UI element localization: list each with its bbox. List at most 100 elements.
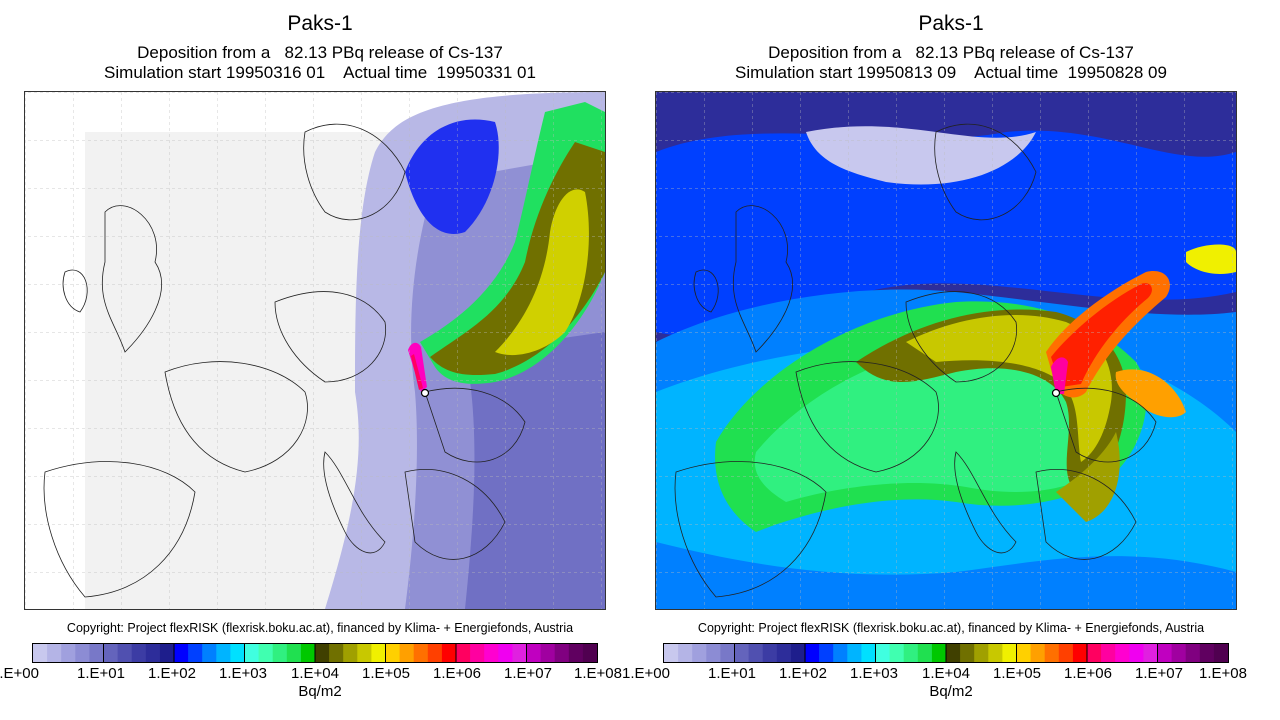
- colorbar-swatch: [1044, 644, 1060, 662]
- colorbar-swatch: [1072, 644, 1088, 662]
- tick-label: 1.E+02: [779, 665, 827, 682]
- colorbar-swatch: [1213, 644, 1228, 662]
- deposition-panel-august: Paks-1 Deposition from a 82.13 PBq relea…: [622, 0, 1271, 720]
- colorbar-swatch: [484, 644, 499, 662]
- panel-title: Paks-1: [918, 12, 984, 35]
- tick-label: 1.E+05: [993, 665, 1041, 682]
- copyright-notice: Copyright: Project flexRISK (flexrisk.bo…: [66, 621, 574, 635]
- tick-label: 1.E+01: [77, 665, 125, 682]
- colorbar-unit: Bq/m2: [929, 683, 973, 700]
- colorbar-swatch: [960, 644, 975, 662]
- release-description: Deposition from a 82.13 PBq release of C…: [768, 43, 1134, 62]
- deposition-colorbar: [32, 643, 598, 663]
- colorbar-tick-labels: 1.E+00 1.E+01 1.E+02 1.E+03 1.E+04 1.E+0…: [622, 665, 1271, 685]
- colorbar-swatch: [427, 644, 443, 662]
- tick-label: 1.E+07: [1135, 665, 1183, 682]
- tick-label: 1.E+03: [219, 665, 267, 682]
- colorbar-swatch: [117, 644, 133, 662]
- colorbar-swatch: [441, 644, 457, 662]
- colorbar-swatch: [875, 644, 891, 662]
- colorbar-swatch: [734, 644, 750, 662]
- colorbar-swatch: [819, 644, 834, 662]
- colorbar-swatch: [776, 644, 792, 662]
- colorbar-swatch: [145, 644, 161, 662]
- colorbar-swatch: [1016, 644, 1032, 662]
- colorbar-swatch: [33, 644, 48, 662]
- colorbar-swatch: [568, 644, 584, 662]
- colorbar-swatch: [692, 644, 707, 662]
- colorbar-swatch: [678, 644, 693, 662]
- colorbar-swatch: [554, 644, 570, 662]
- tick-label: 1.E+08: [574, 665, 622, 682]
- colorbar-swatch: [456, 644, 471, 662]
- colorbar-swatch: [847, 644, 862, 662]
- tick-label: 1.E+06: [433, 665, 481, 682]
- colorbar-swatch: [258, 644, 274, 662]
- colorbar-swatch: [315, 644, 330, 662]
- colorbar-swatch: [413, 644, 429, 662]
- colorbar-swatch: [946, 644, 961, 662]
- colorbar-swatch: [1058, 644, 1074, 662]
- colorbar-swatch: [582, 644, 597, 662]
- colorbar-swatch: [526, 644, 542, 662]
- colorbar-swatch: [75, 644, 90, 662]
- colorbar-swatch: [47, 644, 62, 662]
- tick-label: 1.E+04: [291, 665, 339, 682]
- colorbar-swatch: [1199, 644, 1215, 662]
- deposition-map: [24, 91, 606, 610]
- deposition-panel-march: Paks-1 Deposition from a 82.13 PBq relea…: [0, 12, 640, 700]
- colorbar-swatch: [1129, 644, 1144, 662]
- colorbar-swatch: [159, 644, 175, 662]
- tick-label: 1.E+00: [0, 665, 39, 682]
- tick-label: 1.E+06: [1064, 665, 1112, 682]
- colorbar-swatch: [1185, 644, 1201, 662]
- colorbar-swatch: [1157, 644, 1173, 662]
- colorbar-swatch: [174, 644, 189, 662]
- colorbar-swatch: [329, 644, 344, 662]
- colorbar-swatch: [861, 644, 876, 662]
- copyright-notice: Copyright: Project flexRISK (flexrisk.bo…: [697, 621, 1205, 635]
- tick-label: 1.E+01: [708, 665, 756, 682]
- colorbar-swatch: [1002, 644, 1017, 662]
- deposition-map: [655, 91, 1237, 610]
- tick-label: 1.E+05: [362, 665, 410, 682]
- colorbar-tick-labels: 1.E+00 1.E+01 1.E+02 1.E+03 1.E+04 1.E+0…: [0, 665, 640, 685]
- colorbar-swatch: [720, 644, 735, 662]
- colorbar-swatch: [498, 644, 513, 662]
- colorbar-swatch: [385, 644, 401, 662]
- colorbar-swatch: [1087, 644, 1102, 662]
- colorbar-swatch: [188, 644, 203, 662]
- tick-label: 1.E+07: [504, 665, 552, 682]
- colorbar-swatch: [790, 644, 806, 662]
- colorbar-swatch: [1030, 644, 1046, 662]
- simulation-times: Simulation start 19950316 01 Actual time…: [104, 63, 536, 82]
- colorbar-swatch: [931, 644, 947, 662]
- colorbar-swatch: [988, 644, 1003, 662]
- colorbar-swatch: [286, 644, 302, 662]
- colorbar-swatch: [748, 644, 764, 662]
- colorbar-swatch: [371, 644, 386, 662]
- tick-label: 1.E+02: [148, 665, 196, 682]
- colorbar-swatch: [103, 644, 119, 662]
- simulation-times: Simulation start 19950813 09 Actual time…: [735, 63, 1167, 82]
- colorbar-swatch: [974, 644, 989, 662]
- colorbar-swatch: [216, 644, 231, 662]
- colorbar-swatch: [706, 644, 721, 662]
- tick-label: 1.E+08: [1199, 665, 1247, 682]
- colorbar-swatch: [272, 644, 288, 662]
- colorbar-swatch: [131, 644, 147, 662]
- colorbar-swatch: [512, 644, 527, 662]
- colorbar-swatch: [61, 644, 76, 662]
- colorbar-swatch: [202, 644, 217, 662]
- colorbar-swatch: [664, 644, 679, 662]
- tick-label: 1.E+04: [922, 665, 970, 682]
- colorbar-swatch: [540, 644, 556, 662]
- colorbar-swatch: [903, 644, 919, 662]
- colorbar-swatch: [833, 644, 848, 662]
- colorbar-swatch: [889, 644, 905, 662]
- colorbar-swatch: [300, 644, 316, 662]
- tick-label: 1.E+03: [850, 665, 898, 682]
- colorbar-swatch: [244, 644, 260, 662]
- colorbar-swatch: [343, 644, 358, 662]
- colorbar-swatch: [230, 644, 245, 662]
